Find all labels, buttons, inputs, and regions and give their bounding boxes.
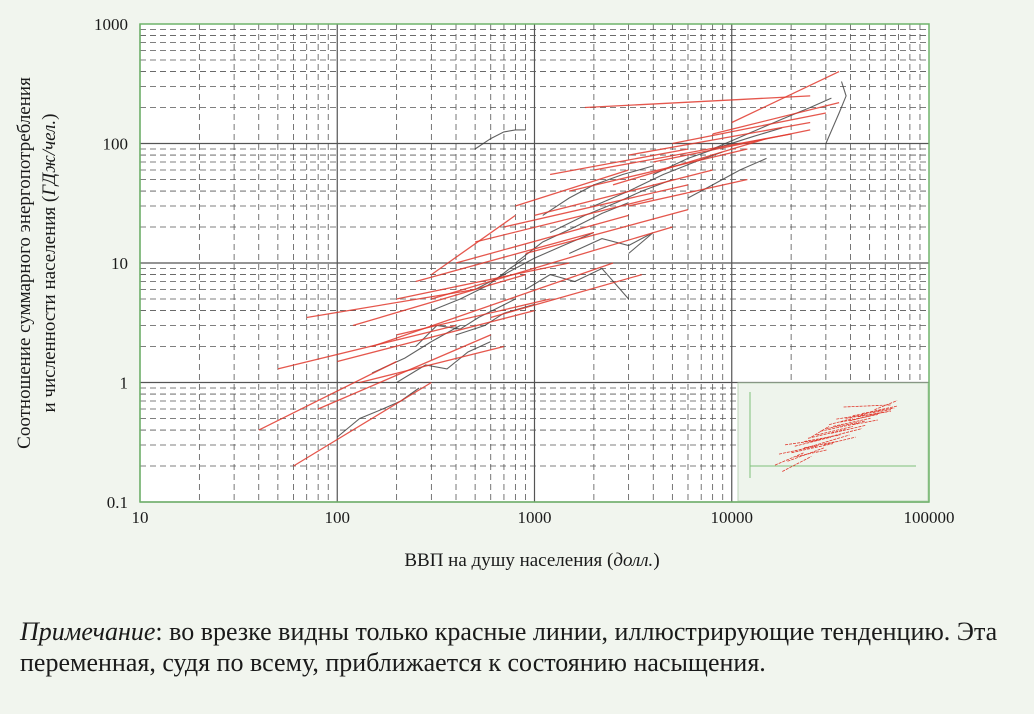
trend-line <box>431 226 673 300</box>
x-tick-labels: 10 100 1000 10000 100000 <box>132 508 955 527</box>
inset-trend-line <box>791 443 834 454</box>
observed-line <box>712 97 832 150</box>
inset-trend-line <box>785 439 821 446</box>
x-tick-label: 100 <box>325 508 351 527</box>
y-tick-label: 1000 <box>94 15 128 34</box>
trend-line <box>628 178 748 207</box>
trend-line <box>653 129 811 163</box>
trend-line <box>359 345 505 384</box>
inset-trend-line <box>807 429 846 439</box>
observed-line <box>415 298 516 347</box>
note-paragraph: Примечание: во врезке видны только красн… <box>20 616 1020 678</box>
trend-line <box>549 148 689 176</box>
inset-trend-line <box>832 417 871 427</box>
inset-trend-line <box>803 434 841 442</box>
y-axis-label-line1: Соотношение суммарного энергопотребления <box>14 77 35 449</box>
y-tick-label: 100 <box>103 135 129 154</box>
inset-trend-line <box>828 417 853 426</box>
trend-line <box>415 231 595 283</box>
trend-line <box>515 169 629 207</box>
note-label: Примечание <box>20 617 156 646</box>
inset-trend-line <box>840 414 878 423</box>
inset-trend-line <box>816 426 853 436</box>
inset-trend-line <box>831 425 866 434</box>
x-tick-label: 1000 <box>518 508 552 527</box>
observed-line <box>396 341 491 383</box>
inset-trend-line <box>796 449 827 457</box>
trend-line <box>371 262 614 348</box>
y-tick-labels: 0.1 1 10 100 1000 <box>94 15 128 512</box>
inset-trend-line <box>849 412 882 422</box>
inset-trend-line <box>852 419 878 426</box>
note-text: : во врезке видны только красные линии, … <box>20 617 998 677</box>
trend-line <box>277 324 457 370</box>
observed-line <box>825 81 847 144</box>
x-axis-label-unit: долл. <box>613 550 653 571</box>
x-tick-label: 10 <box>132 508 149 527</box>
inset-trend-line <box>774 452 805 466</box>
inset-trend-line <box>811 426 830 438</box>
observed-line <box>525 267 630 300</box>
energy-gdp-chart: 10 100 1000 10000 100000 0.1 1 10 100 1000 ВВП н… <box>14 15 955 571</box>
trend-lines <box>258 71 840 467</box>
trend-line <box>569 148 748 192</box>
inset-trend-line <box>823 436 856 446</box>
inset-trend-line <box>870 405 898 413</box>
trend-line <box>534 169 713 217</box>
x-tick-label: 10000 <box>711 508 754 527</box>
observed-line <box>549 178 673 233</box>
plot-frame <box>139 23 930 503</box>
trend-line <box>431 214 516 276</box>
observed-line <box>687 157 767 199</box>
trend-line <box>396 262 570 300</box>
inset-trend-line <box>803 441 837 449</box>
inset-trend-line <box>798 434 850 451</box>
trend-line <box>490 273 642 319</box>
trend-line <box>712 101 840 135</box>
trend-line <box>337 309 535 363</box>
observed-line <box>568 232 654 255</box>
observed-line <box>474 129 526 150</box>
inset-trend-line <box>778 445 817 455</box>
inset-trend-line <box>852 409 892 416</box>
inset-trend-line <box>782 456 812 472</box>
inset-trend-line <box>820 422 859 432</box>
x-axis-label: ВВП на душу населения (долл.) <box>404 550 659 571</box>
trend-line <box>628 121 811 156</box>
inset-trend-line <box>826 420 866 429</box>
y-tick-label: 1 <box>120 374 129 393</box>
trend-line <box>293 381 432 467</box>
inset-trend-line <box>857 410 892 418</box>
inset-trend-line <box>836 414 866 420</box>
y-axis-label-line2-main: и численности населения <box>39 207 60 413</box>
trend-line <box>396 298 551 336</box>
trend-line <box>525 208 689 255</box>
trend-line <box>352 273 526 327</box>
inset-trend-line <box>794 436 832 447</box>
inset-panel <box>737 382 929 502</box>
y-axis-label-line2-unit: ГДж/чел. <box>39 120 60 197</box>
x-tick-label: 100000 <box>904 508 955 527</box>
trend-line <box>503 184 689 228</box>
y-axis-label-line2: и численности населения (ГДж/чел.) <box>39 114 60 413</box>
inset-trend-lines <box>774 400 898 472</box>
trend-line <box>612 137 767 186</box>
trend-line <box>455 214 629 264</box>
trend-line <box>672 112 827 145</box>
inset-trend-line <box>861 407 895 414</box>
inset-trend-line <box>811 428 863 442</box>
trend-line <box>474 197 654 243</box>
y-tick-label: 0.1 <box>107 493 128 512</box>
trend-line <box>258 360 397 431</box>
x-axis-label-main: ВВП на душу населения <box>404 550 602 571</box>
trend-line <box>584 95 811 109</box>
y-tick-label: 10 <box>111 254 128 273</box>
inset-trend-line <box>787 447 824 462</box>
